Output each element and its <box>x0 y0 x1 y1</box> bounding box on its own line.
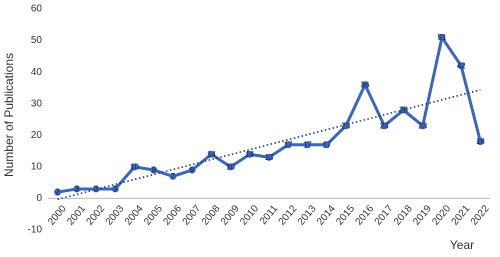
data-point <box>419 122 427 130</box>
data-label: 9 <box>151 166 156 175</box>
data-label: 2 <box>55 188 60 197</box>
data-label: 17 <box>284 140 293 149</box>
data-label: 23 <box>341 121 350 130</box>
data-point <box>227 163 235 171</box>
data-point <box>73 185 81 193</box>
data-label: 13 <box>265 153 274 162</box>
x-tick-label: 2022 <box>469 203 492 227</box>
data-point <box>400 106 408 114</box>
data-label: 10 <box>226 162 235 171</box>
x-tick-label: 2009 <box>219 203 242 227</box>
x-tick-label: 2012 <box>277 203 300 227</box>
x-tick-label: 2006 <box>161 203 184 227</box>
x-tick-label: 2016 <box>354 203 377 227</box>
data-label: 3 <box>75 185 80 194</box>
y-tick-label: 50 <box>31 35 43 46</box>
x-tick-label: 2003 <box>104 203 127 227</box>
data-label: 36 <box>361 80 370 89</box>
data-point <box>150 166 158 174</box>
y-tick-label: 40 <box>31 67 43 78</box>
data-point <box>246 150 254 158</box>
x-tick-label: 2013 <box>296 203 319 227</box>
trend-line <box>57 89 481 201</box>
x-tick-label: 2018 <box>392 203 415 227</box>
x-tick-label: 2001 <box>65 203 88 227</box>
data-point <box>476 138 484 146</box>
data-label: 3 <box>113 185 118 194</box>
x-tick-label: 2019 <box>411 203 434 227</box>
data-label: 42 <box>457 61 466 70</box>
data-label: 23 <box>418 121 427 130</box>
data-point <box>54 188 62 196</box>
data-label: 10 <box>130 162 139 171</box>
data-label: 9 <box>190 166 195 175</box>
data-label: 28 <box>399 106 408 115</box>
data-label: 18 <box>476 137 485 146</box>
data-point <box>207 150 215 158</box>
data-label: 51 <box>438 33 447 42</box>
x-tick-label: 2015 <box>334 203 357 227</box>
x-tick-label: 2000 <box>46 203 69 227</box>
x-tick-label: 2021 <box>450 203 473 227</box>
x-tick-label: 2002 <box>85 203 108 227</box>
data-point <box>92 185 100 193</box>
data-label: 7 <box>171 172 176 181</box>
data-point <box>342 122 350 130</box>
data-point <box>323 141 331 149</box>
x-tick-label: 2017 <box>373 203 396 227</box>
data-point <box>188 166 196 174</box>
data-label: 14 <box>207 150 216 159</box>
data-point <box>130 163 138 171</box>
y-axis-label: Number of Publications <box>2 53 16 177</box>
data-point <box>361 81 369 89</box>
y-tick-label: 0 <box>36 193 42 204</box>
x-axis-label: Year <box>450 238 474 252</box>
y-tick-label: -10 <box>28 225 43 236</box>
data-point <box>457 62 465 70</box>
data-line <box>57 35 482 194</box>
data-point <box>438 33 446 41</box>
y-tick-label: 20 <box>31 130 43 141</box>
data-label: 17 <box>322 140 331 149</box>
y-tick-label: 30 <box>31 98 43 109</box>
data-label: 23 <box>380 121 389 130</box>
data-point <box>169 172 177 180</box>
x-tick-label: 2004 <box>123 203 146 227</box>
y-tick-label: 10 <box>31 161 43 172</box>
data-label: 17 <box>303 140 312 149</box>
x-tick-label: 2005 <box>142 203 165 227</box>
data-point <box>303 141 311 149</box>
data-point <box>111 185 119 193</box>
x-tick-label: 2008 <box>200 203 223 227</box>
x-tick-label: 2010 <box>238 203 261 227</box>
data-point <box>380 122 388 130</box>
data-label: 14 <box>245 150 254 159</box>
x-tick-label: 2020 <box>430 203 453 227</box>
data-label: 3 <box>94 185 99 194</box>
x-tick-label: 2007 <box>181 203 204 227</box>
y-tick-label: 60 <box>31 4 43 15</box>
data-point <box>284 141 292 149</box>
x-tick-label: 2011 <box>258 203 281 227</box>
data-point <box>265 153 273 161</box>
x-tick-label: 2014 <box>315 203 338 227</box>
